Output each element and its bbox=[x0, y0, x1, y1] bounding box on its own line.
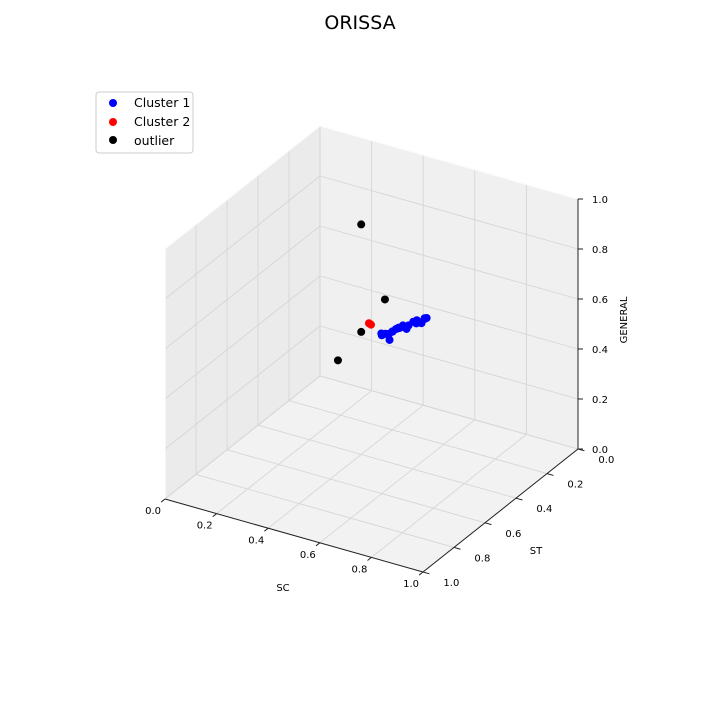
data-point-cluster-1 bbox=[395, 323, 404, 332]
y-tick-label: 0.6 bbox=[300, 550, 316, 561]
gridline bbox=[257, 424, 517, 499]
legend-marker-cluster-2 bbox=[109, 118, 117, 126]
legend-marker-outlier bbox=[109, 136, 117, 144]
gridline bbox=[164, 225, 321, 350]
right-pane bbox=[320, 126, 578, 449]
z-tick-label: 0.4 bbox=[592, 345, 608, 356]
y-tick-mark bbox=[212, 513, 217, 518]
x-tick-label: 1.0 bbox=[443, 578, 459, 589]
legend-entry: Cluster 1 bbox=[109, 95, 190, 110]
gridline bbox=[267, 404, 424, 529]
z-tick-label: 1.0 bbox=[592, 195, 608, 206]
x-tick-label: 0.6 bbox=[505, 529, 521, 540]
gridline bbox=[288, 400, 548, 475]
chart-tick-labels: 0.00.00.00.20.20.20.40.40.40.60.60.60.80… bbox=[145, 195, 614, 590]
x-tick-mark bbox=[453, 546, 461, 550]
gridline bbox=[164, 325, 321, 450]
gridline bbox=[319, 419, 476, 544]
left-pane bbox=[165, 126, 320, 499]
x-tick-mark bbox=[422, 571, 430, 575]
legend-entry: Cluster 2 bbox=[109, 114, 190, 129]
data-point-cluster-1 bbox=[404, 321, 413, 330]
gridline bbox=[319, 275, 579, 350]
y-tick-label: 0.0 bbox=[145, 506, 161, 517]
data-point-cluster-1 bbox=[422, 314, 431, 323]
gridline bbox=[319, 225, 579, 300]
data-point-outlier bbox=[380, 295, 389, 304]
y-tick-mark bbox=[160, 498, 166, 503]
gridline bbox=[164, 375, 321, 500]
x-tick-label: 0.0 bbox=[598, 455, 614, 466]
z-tick-label: 0.8 bbox=[592, 245, 608, 256]
x-tick-label: 0.8 bbox=[474, 553, 490, 564]
gridline bbox=[195, 473, 455, 548]
y-tick-label: 0.4 bbox=[248, 535, 264, 546]
chart-panes bbox=[165, 126, 578, 572]
chart-title: ORISSA bbox=[324, 12, 395, 34]
gridline bbox=[319, 175, 579, 250]
gridline bbox=[319, 325, 579, 400]
y-tick-mark bbox=[367, 557, 372, 561]
pane-edge bbox=[164, 125, 321, 250]
legend-marker-cluster-1 bbox=[109, 99, 117, 107]
data-point-outlier bbox=[357, 327, 366, 336]
y-axis-line bbox=[164, 498, 424, 573]
y-tick-mark bbox=[418, 571, 424, 576]
y-tick-label: 1.0 bbox=[403, 579, 419, 590]
gridline bbox=[226, 449, 486, 524]
z-tick-label: 0.6 bbox=[592, 295, 608, 306]
data-point-cluster-1 bbox=[385, 335, 394, 344]
data-point-outlier bbox=[333, 356, 342, 365]
gridline bbox=[164, 275, 321, 400]
gridline bbox=[216, 390, 372, 514]
legend-label-outlier: outlier bbox=[134, 133, 175, 148]
x-axis-line bbox=[422, 448, 579, 573]
x-tick-mark bbox=[546, 473, 554, 476]
z-tick-label: 0.2 bbox=[592, 395, 608, 406]
floor-pane bbox=[165, 376, 578, 572]
x-tick-label: 0.2 bbox=[567, 480, 583, 491]
y-axis-label: ST bbox=[530, 546, 543, 557]
legend-label-cluster-1: Cluster 1 bbox=[134, 95, 190, 110]
x-axis-label: SC bbox=[276, 583, 289, 594]
y-tick-label: 0.2 bbox=[197, 521, 213, 532]
gridline bbox=[371, 434, 527, 558]
y-tick-mark bbox=[264, 527, 269, 532]
x-tick-label: 0.4 bbox=[536, 504, 552, 515]
legend-entry: outlier bbox=[109, 133, 175, 148]
legend-label-cluster-2: Cluster 2 bbox=[134, 114, 190, 129]
chart-points bbox=[333, 220, 431, 365]
x-tick-mark bbox=[515, 497, 523, 501]
legend-frame bbox=[95, 91, 194, 154]
legend: Cluster 1 Cluster 2 outlier bbox=[95, 91, 194, 154]
chart-axes bbox=[160, 125, 585, 576]
pane-edge bbox=[319, 125, 579, 200]
data-point-cluster-2 bbox=[367, 320, 376, 329]
data-point-outlier bbox=[357, 220, 366, 229]
z-tick-label: 0.0 bbox=[592, 445, 608, 456]
x-tick-mark bbox=[484, 522, 492, 526]
gridline bbox=[164, 175, 321, 300]
z-axis-label: GENERAL bbox=[619, 296, 630, 343]
gridline bbox=[319, 375, 579, 450]
y-tick-mark bbox=[315, 542, 321, 547]
y-tick-label: 0.8 bbox=[351, 564, 367, 575]
